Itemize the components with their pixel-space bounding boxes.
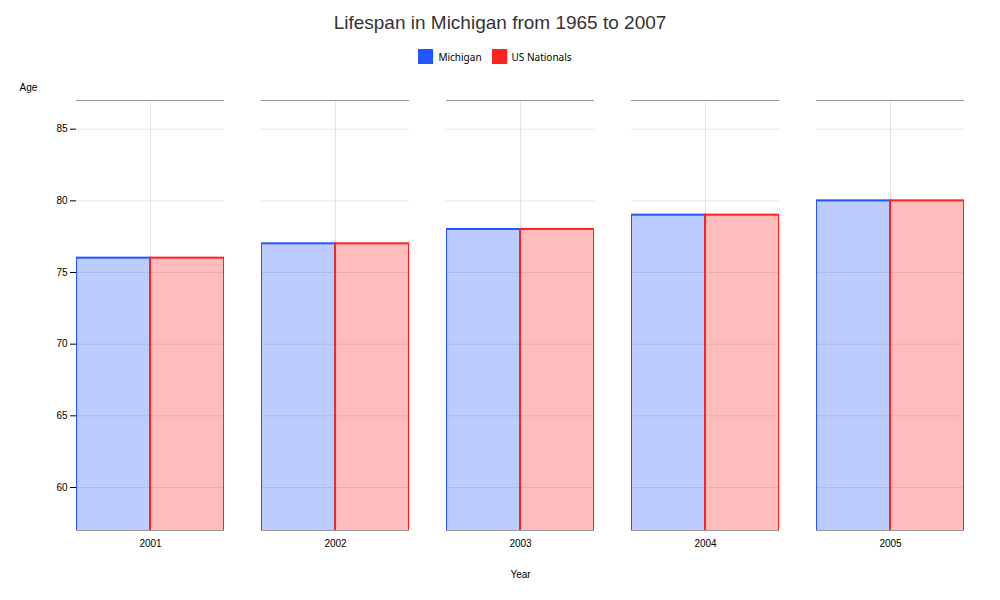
svg-text:2004: 2004 xyxy=(694,538,717,549)
svg-text:Year: Year xyxy=(510,569,531,580)
svg-text:75: 75 xyxy=(56,267,68,278)
svg-text:65: 65 xyxy=(56,410,68,421)
html-text:US Nationals: US Nationals xyxy=(511,49,572,64)
svg-text:70: 70 xyxy=(56,338,68,349)
svg-text:Age: Age xyxy=(20,82,38,93)
svg-text:60: 60 xyxy=(56,482,68,493)
svg-text:80: 80 xyxy=(56,195,68,206)
svg-text:2003: 2003 xyxy=(509,538,532,549)
svg-text:2002: 2002 xyxy=(324,538,347,549)
svg-text:2005: 2005 xyxy=(879,538,902,549)
svg-text:85: 85 xyxy=(56,123,68,134)
svg-text:2001: 2001 xyxy=(139,538,162,549)
html-text:Michigan: Michigan xyxy=(438,49,482,64)
html-text:Lifespan in Michigan from 1965: Lifespan in Michigan from 1965 to 2007 xyxy=(333,12,667,33)
